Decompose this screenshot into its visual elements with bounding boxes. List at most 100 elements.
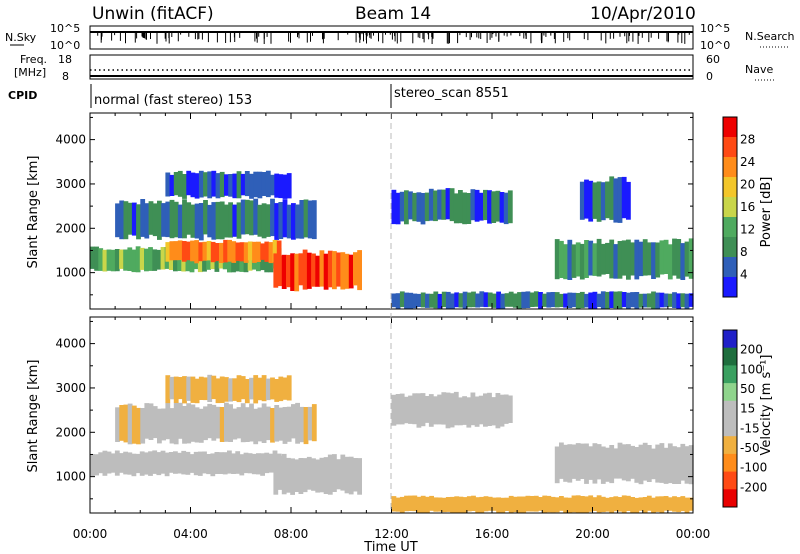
date-title: 10/Apr/2010	[590, 4, 696, 24]
cpid-segment-stereo: stereo_scan 8551	[394, 86, 509, 101]
heatmap-cell	[441, 291, 447, 308]
heatmap-cell	[257, 204, 263, 237]
heatmap-cell	[630, 292, 635, 308]
y-tick-label: 2000	[55, 425, 86, 439]
heatmap-cell	[144, 248, 149, 272]
heatmap-cell	[596, 293, 602, 307]
heatmap-cell	[579, 291, 585, 309]
heatmap-cell	[667, 497, 673, 511]
heatmap-cell	[164, 452, 170, 477]
nsky-label: N.Sky	[5, 31, 37, 44]
heatmap-cell	[256, 241, 261, 262]
heatmap-cell	[227, 450, 232, 474]
heatmap-cell	[332, 454, 337, 492]
heatmap-cell	[257, 407, 263, 442]
heatmap-cell	[588, 446, 594, 480]
heatmap-cell	[106, 451, 112, 474]
heatmap-cell	[651, 242, 656, 279]
heatmap-cell	[412, 393, 418, 425]
nave-tick-top: 60	[706, 53, 720, 66]
heatmap-cell	[559, 442, 564, 479]
heatmap-cell	[391, 496, 397, 512]
heatmap-cell	[609, 445, 615, 484]
heatmap-cell	[169, 199, 175, 239]
x-tick-label: 00:00	[73, 527, 108, 541]
heatmap-cell	[613, 448, 619, 479]
heatmap-cell	[240, 376, 246, 400]
heatmap-cell	[302, 249, 308, 290]
heatmap-cell	[215, 378, 221, 404]
heatmap-cell	[190, 376, 196, 403]
power-colorbar-label: Power [dB]	[759, 177, 774, 248]
heatmap-cell	[239, 454, 245, 476]
heatmap-cell	[605, 181, 610, 219]
heatmap-cell	[348, 456, 354, 495]
heatmap-cell	[525, 495, 531, 512]
heatmap-cell	[420, 393, 426, 427]
heatmap-cell	[404, 190, 409, 225]
heatmap-cell	[276, 240, 282, 261]
heatmap-cell	[487, 392, 492, 426]
colorbar-swatch	[723, 400, 737, 419]
heatmap-cell	[273, 459, 279, 495]
heatmap-cell	[131, 405, 137, 444]
heatmap-cell	[609, 291, 615, 308]
heatmap-cell	[306, 456, 312, 490]
heatmap-cell	[391, 394, 397, 426]
heatmap-cell	[663, 293, 669, 308]
heatmap-cell	[462, 497, 468, 513]
heatmap-cell	[169, 376, 175, 400]
heatmap-cell	[437, 497, 443, 512]
heatmap-cell	[458, 397, 463, 426]
nsky-tick-bottom: 10^0	[50, 39, 80, 52]
heatmap-cell	[596, 181, 602, 222]
heatmap-cell	[588, 495, 594, 512]
heatmap-cell	[253, 408, 259, 445]
heatmap-cell	[575, 293, 581, 310]
heatmap-cell	[479, 291, 485, 307]
heatmap-cell	[135, 453, 141, 474]
heatmap-cell	[123, 249, 128, 271]
heatmap-cell	[592, 291, 598, 310]
heatmap-cell	[214, 452, 220, 474]
heatmap-cell	[261, 172, 267, 196]
heatmap-cell	[507, 190, 513, 224]
heatmap-cell	[424, 192, 430, 222]
heatmap-cell	[257, 377, 263, 401]
heatmap-cell	[592, 243, 598, 276]
heatmap-cell	[127, 403, 133, 445]
heatmap-cell	[680, 293, 686, 308]
heatmap-cell	[182, 406, 187, 444]
time-axis-label: Time UT	[363, 540, 417, 554]
heatmap-cell	[198, 242, 204, 262]
colorbar-tick-label: 200	[740, 343, 763, 357]
heatmap-cell	[232, 173, 238, 199]
heatmap-cell	[198, 408, 204, 443]
heatmap-cell	[173, 172, 179, 196]
station-title: Unwin (fitACF)	[92, 4, 214, 24]
velocity-axis: 1000 2000 3000 4000	[55, 317, 694, 513]
heatmap-cell	[182, 199, 187, 239]
heatmap-cell	[203, 406, 208, 441]
heatmap-cell	[613, 178, 619, 223]
heatmap-cell	[676, 239, 682, 279]
heatmap-cell	[584, 443, 589, 484]
heatmap-cell	[642, 293, 648, 308]
heatmap-cell	[538, 497, 543, 511]
heatmap-cell	[684, 293, 690, 309]
heatmap-cell	[571, 244, 577, 278]
heatmap-cell	[663, 447, 669, 484]
heatmap-cell	[424, 396, 430, 423]
heatmap-cell	[626, 239, 631, 280]
heatmap-cell	[478, 192, 484, 221]
heatmap-cell	[286, 204, 292, 239]
heatmap-cell	[173, 376, 179, 403]
heatmap-cell	[282, 174, 288, 199]
heatmap-cell	[600, 291, 606, 310]
heatmap-cell	[445, 188, 451, 220]
heatmap-cell	[433, 497, 439, 512]
heatmap-cell	[294, 459, 300, 492]
colorbar-tick-label: -50	[740, 441, 760, 455]
heatmap-cell	[90, 246, 95, 269]
heatmap-cell	[391, 189, 397, 225]
